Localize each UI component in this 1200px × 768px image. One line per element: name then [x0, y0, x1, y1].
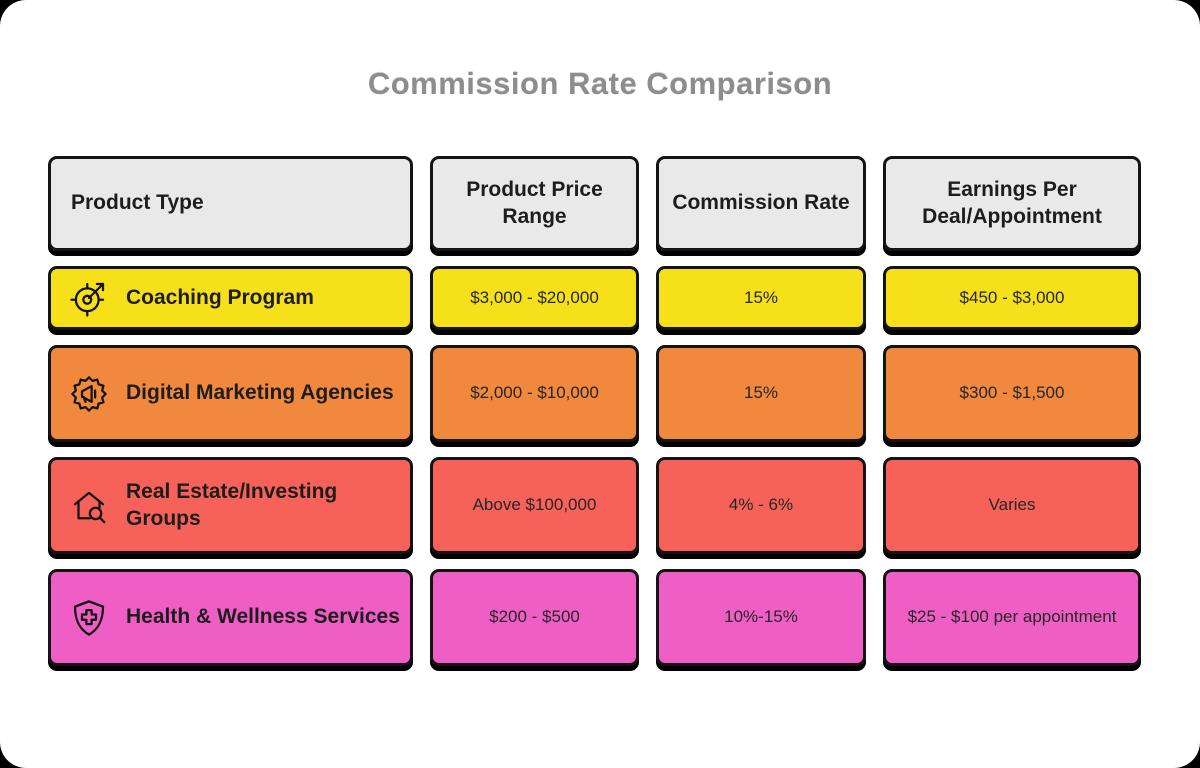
- price-range-cell: $200 - $500: [430, 569, 639, 666]
- product-name-label: Digital Marketing Agencies: [126, 381, 394, 405]
- commission-rate-cell: 15%: [656, 345, 866, 442]
- column-header-commission-rate: Commission Rate: [656, 156, 866, 251]
- megaphone-badge-icon: [65, 370, 113, 418]
- commission-rate-cell: 10%-15%: [656, 569, 866, 666]
- price-range-cell: Above $100,000: [430, 457, 639, 554]
- earnings-cell: $300 - $1,500: [883, 345, 1141, 442]
- table-row-product-name: Real Estate/Investing Groups: [48, 457, 413, 554]
- table-row-product-name: Digital Marketing Agencies: [48, 345, 413, 442]
- column-header-product-type: Product Type: [48, 156, 413, 251]
- earnings-cell: Varies: [883, 457, 1141, 554]
- commission-rate-cell: 4% - 6%: [656, 457, 866, 554]
- earnings-cell: $450 - $3,000: [883, 266, 1141, 330]
- price-range-cell: $2,000 - $10,000: [430, 345, 639, 442]
- column-header-earnings: Earnings Per Deal/Appointment: [883, 156, 1141, 251]
- product-name-label: Real Estate/Investing Groups: [126, 480, 338, 530]
- shield-cross-icon: [65, 594, 113, 642]
- commission-rate-cell: 15%: [656, 266, 866, 330]
- comparison-table: Product Type Product Price Range Commiss…: [48, 156, 1142, 666]
- target-goal-icon: [65, 274, 113, 322]
- page-title: Commission Rate Comparison: [367, 66, 833, 101]
- column-header-price-range: Product Price Range: [430, 156, 639, 251]
- table-row-product-name: Health & Wellness Services: [48, 569, 413, 666]
- product-name-label: Coaching Program: [126, 285, 314, 309]
- table-row-product-name: Coaching Program: [48, 266, 413, 330]
- earnings-cell: $25 - $100 per appointment: [883, 569, 1141, 666]
- price-range-cell: $3,000 - $20,000: [430, 266, 639, 330]
- product-name-label: Health & Wellness Services: [126, 605, 400, 629]
- house-search-icon: [65, 482, 113, 530]
